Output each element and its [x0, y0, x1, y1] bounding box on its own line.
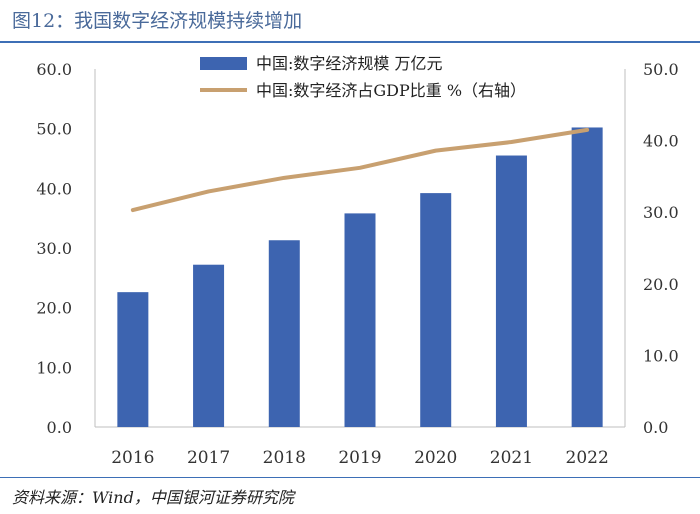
bar [344, 213, 376, 427]
right-tick-label: 40.0 [643, 132, 679, 151]
left-tick-label: 0.0 [47, 418, 72, 437]
x-tick-label: 2016 [111, 448, 154, 468]
left-tick-label: 10.0 [36, 358, 72, 377]
source-note: 资料来源：Wind，中国银河证券研究院 [12, 488, 294, 507]
left-tick-label: 20.0 [36, 299, 72, 318]
series-line-gdp-share [130, 127, 590, 213]
x-tick-label: 2018 [263, 448, 306, 468]
bar [193, 264, 225, 427]
x-tick-label: 2019 [338, 448, 381, 468]
right-tick-label: 20.0 [643, 275, 679, 294]
x-tick-label: 2022 [566, 448, 609, 468]
bar [571, 127, 603, 428]
title-divider [0, 41, 700, 43]
left-tick-label: 40.0 [36, 179, 72, 198]
left-tick-label: 50.0 [36, 120, 72, 139]
bar [117, 292, 149, 427]
bar [495, 155, 527, 427]
bar [420, 193, 452, 427]
figure-title: 图12：我国数字经济规模持续增加 [12, 10, 303, 32]
x-tick-label: 2020 [414, 448, 457, 468]
right-tick-label: 50.0 [643, 60, 679, 79]
right-tick-label: 30.0 [643, 203, 679, 222]
legend-bar-swatch [200, 57, 247, 70]
right-tick-label: 10.0 [643, 346, 679, 365]
x-tick-label: 2017 [187, 448, 230, 468]
legend-line-label: 中国:数字经济占GDP比重 %（右轴） [256, 81, 526, 100]
x-tick-label: 2021 [490, 448, 533, 468]
source-divider [0, 477, 700, 478]
left-tick-label: 60.0 [36, 60, 72, 79]
chart: 0.0 10.0 20.0 30.0 40.0 50.0 60.0 0.0 10.0 20.0 30… [36, 54, 679, 468]
left-tick-label: 30.0 [36, 239, 72, 258]
legend-bar-label: 中国:数字经济规模 万亿元 [256, 54, 442, 73]
right-tick-label: 0.0 [643, 418, 668, 437]
bar [268, 240, 300, 427]
